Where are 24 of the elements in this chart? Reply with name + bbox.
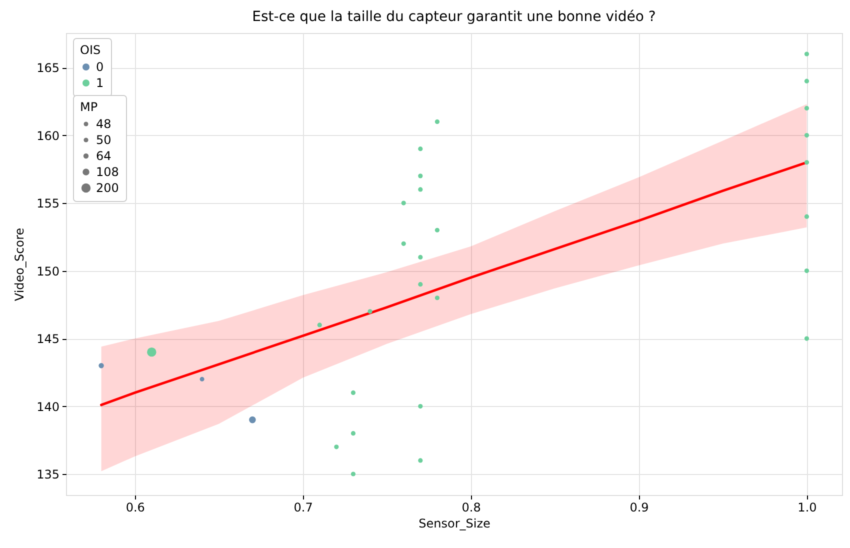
legend-label: 200 xyxy=(96,181,119,195)
legend-label: 48 xyxy=(96,117,112,131)
y-tick-label: 160 xyxy=(36,128,60,143)
y-tick-label: 150 xyxy=(36,264,60,278)
legend-label: 1 xyxy=(96,76,104,90)
x-tick-label: 0.9 xyxy=(630,500,649,514)
y-tick-label: 135 xyxy=(36,468,60,482)
text: MP xyxy=(80,100,98,114)
legend-label: 50 xyxy=(96,133,112,147)
y-tick-label: 140 xyxy=(36,400,60,414)
y-axis-title: Video_Score xyxy=(12,228,27,302)
y-tick-label: 145 xyxy=(36,332,60,346)
legend-label: 64 xyxy=(96,149,112,163)
y-tick-label: 165 xyxy=(36,61,60,76)
x-tick-label: 0.8 xyxy=(462,500,481,514)
chart-title: Est-ce que la taille du capteur garantit une bonne vidéo ? xyxy=(252,9,656,25)
legend-label: 108 xyxy=(96,165,119,179)
text: OIS xyxy=(80,43,101,57)
legend-label: 0 xyxy=(96,60,104,74)
x-tick-label: 0.6 xyxy=(126,500,145,514)
x-axis-title: Sensor_Size xyxy=(418,516,490,530)
x-tick-label: 1.0 xyxy=(798,500,817,514)
x-tick-label: 0.7 xyxy=(294,500,313,514)
y-tick-label: 155 xyxy=(36,196,60,211)
